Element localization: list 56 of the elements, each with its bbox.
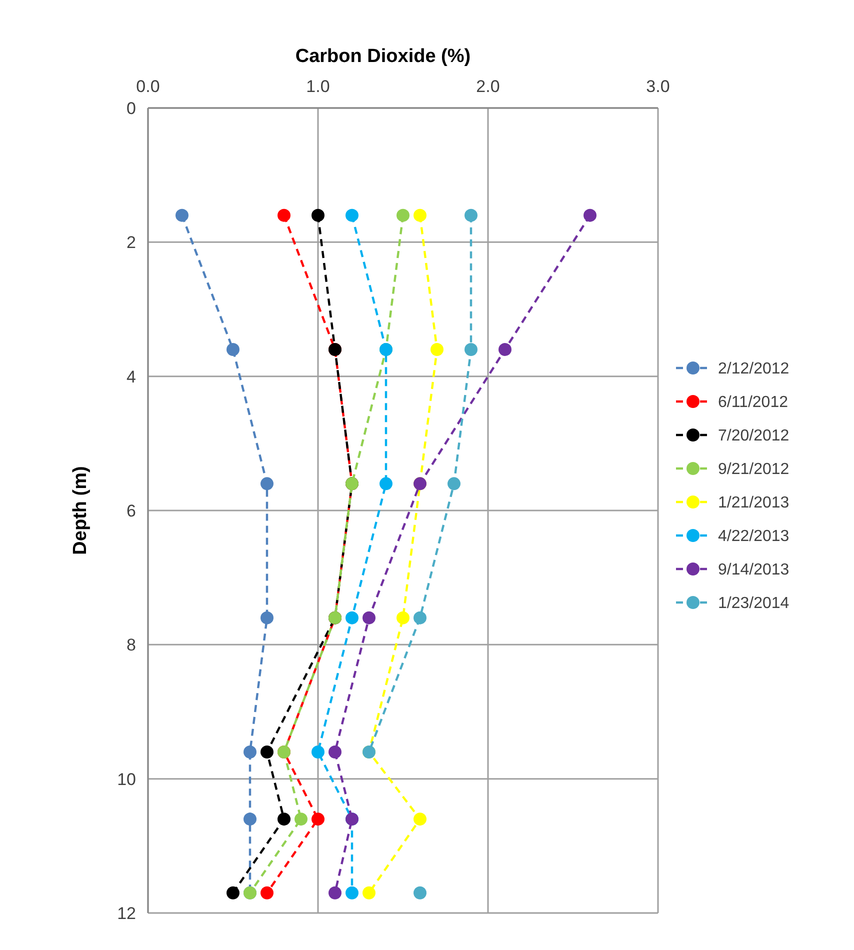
legend-label: 9/21/2012 bbox=[718, 461, 790, 478]
y-tick-label: 8 bbox=[126, 636, 136, 655]
point bbox=[430, 343, 444, 356]
point bbox=[328, 886, 342, 900]
point bbox=[584, 208, 596, 222]
point bbox=[498, 343, 512, 356]
legend-label: 1/23/2014 bbox=[718, 595, 790, 612]
y-tick-label: 12 bbox=[117, 904, 136, 923]
x-tick-label: 0.0 bbox=[136, 77, 160, 96]
legend-label: 7/20/2012 bbox=[718, 428, 790, 445]
y-tick-label: 10 bbox=[117, 770, 136, 789]
point bbox=[448, 477, 460, 490]
point bbox=[328, 746, 342, 758]
point bbox=[362, 886, 376, 900]
legend-label: 4/22/2013 bbox=[718, 528, 790, 546]
point bbox=[464, 208, 478, 222]
x-tick-label: 3.0 bbox=[646, 77, 670, 96]
point bbox=[260, 477, 274, 490]
x-tick-label: 1.0 bbox=[306, 77, 330, 96]
legend-label: 6/11/2012 bbox=[718, 394, 788, 412]
legend-label: 1/21/2013 bbox=[718, 494, 790, 512]
legend-label: 9/14/2013 bbox=[718, 562, 790, 579]
point bbox=[312, 812, 324, 826]
x-tick-label: 2.0 bbox=[476, 77, 500, 96]
point bbox=[260, 611, 274, 624]
legend-label: 2/12/2012 bbox=[718, 360, 790, 378]
y-tick-label: 0 bbox=[126, 98, 136, 118]
point bbox=[312, 746, 324, 758]
y-tick-label: 4 bbox=[126, 367, 136, 386]
point bbox=[278, 812, 290, 826]
point bbox=[346, 886, 358, 900]
point bbox=[346, 611, 358, 624]
y-tick-label: 2 bbox=[126, 233, 136, 252]
point bbox=[294, 812, 308, 826]
x-axis-title: Carbon Dioxide (%) bbox=[295, 46, 471, 67]
point bbox=[396, 611, 410, 624]
point bbox=[278, 208, 290, 222]
point bbox=[346, 208, 358, 222]
point bbox=[244, 746, 256, 758]
y-tick-label: 6 bbox=[126, 501, 136, 520]
point bbox=[244, 812, 256, 826]
point bbox=[396, 208, 410, 222]
point bbox=[414, 812, 426, 826]
point bbox=[260, 886, 274, 900]
point bbox=[226, 886, 240, 900]
point bbox=[464, 343, 478, 356]
y-axis-title: Depth (m) bbox=[70, 466, 91, 555]
point bbox=[414, 611, 426, 624]
point bbox=[380, 477, 392, 490]
point bbox=[414, 208, 426, 222]
point bbox=[312, 208, 324, 222]
point bbox=[176, 208, 188, 222]
point bbox=[414, 886, 426, 900]
point bbox=[260, 746, 274, 758]
point bbox=[362, 611, 376, 624]
point bbox=[226, 343, 240, 356]
